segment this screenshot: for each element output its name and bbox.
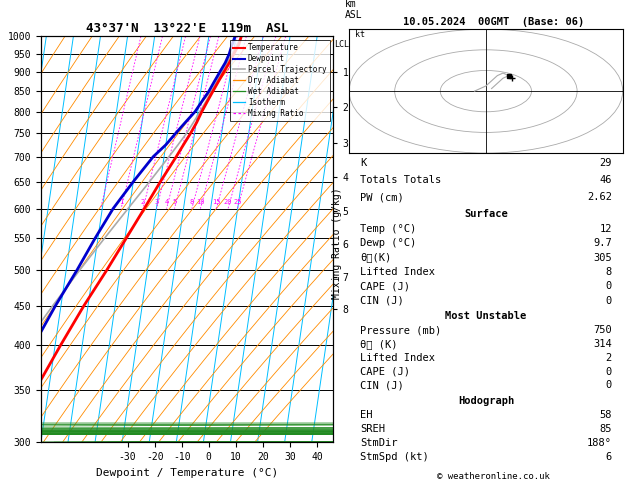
Text: Temp (°C): Temp (°C)	[360, 224, 416, 234]
Text: km
ASL: km ASL	[345, 0, 363, 20]
Text: Pressure (mb): Pressure (mb)	[360, 325, 442, 335]
Text: 0: 0	[606, 296, 612, 306]
Text: θᴇ (K): θᴇ (K)	[360, 339, 398, 349]
Text: EH: EH	[360, 410, 372, 420]
Text: 12: 12	[599, 224, 612, 234]
Text: StmSpd (kt): StmSpd (kt)	[360, 452, 429, 462]
Text: © weatheronline.co.uk: © weatheronline.co.uk	[437, 472, 550, 481]
Legend: Temperature, Dewpoint, Parcel Trajectory, Dry Adiabat, Wet Adiabat, Isotherm, Mi: Temperature, Dewpoint, Parcel Trajectory…	[230, 40, 330, 121]
Text: 0: 0	[606, 366, 612, 377]
Text: 9.7: 9.7	[593, 238, 612, 248]
Text: 188°: 188°	[587, 438, 612, 448]
Text: 58: 58	[599, 410, 612, 420]
Text: Lifted Index: Lifted Index	[360, 267, 435, 277]
Text: 2: 2	[606, 353, 612, 363]
Text: CIN (J): CIN (J)	[360, 381, 404, 390]
Text: Most Unstable: Most Unstable	[445, 312, 526, 321]
Text: 46: 46	[599, 175, 612, 185]
Text: 85: 85	[599, 424, 612, 434]
Text: 750: 750	[593, 325, 612, 335]
Text: Surface: Surface	[464, 209, 508, 219]
Text: 314: 314	[593, 339, 612, 349]
X-axis label: Dewpoint / Temperature (°C): Dewpoint / Temperature (°C)	[96, 468, 278, 478]
Text: CIN (J): CIN (J)	[360, 296, 404, 306]
Text: 8: 8	[190, 199, 194, 206]
Text: PW (cm): PW (cm)	[360, 192, 404, 202]
Text: 6: 6	[606, 452, 612, 462]
Text: CAPE (J): CAPE (J)	[360, 366, 410, 377]
Text: 5: 5	[172, 199, 177, 206]
Text: 0: 0	[606, 381, 612, 390]
Text: Totals Totals: Totals Totals	[360, 175, 442, 185]
Text: 4: 4	[164, 199, 169, 206]
Y-axis label: hPa: hPa	[0, 229, 2, 249]
Title: 43°37'N  13°22'E  119m  ASL: 43°37'N 13°22'E 119m ASL	[86, 22, 288, 35]
Text: LCL: LCL	[334, 40, 349, 50]
Text: 25: 25	[233, 199, 242, 206]
Text: K: K	[360, 158, 366, 168]
Text: Hodograph: Hodograph	[458, 396, 514, 406]
Text: 0: 0	[606, 281, 612, 292]
Text: 10: 10	[196, 199, 204, 206]
Text: StmDir: StmDir	[360, 438, 398, 448]
Text: 20: 20	[224, 199, 232, 206]
Text: 10.05.2024  00GMT  (Base: 06): 10.05.2024 00GMT (Base: 06)	[403, 17, 584, 27]
Text: 15: 15	[212, 199, 221, 206]
Text: 3: 3	[155, 199, 159, 206]
Text: kt: kt	[355, 30, 365, 39]
Text: SREH: SREH	[360, 424, 385, 434]
Text: 29: 29	[599, 158, 612, 168]
Text: 2.62: 2.62	[587, 192, 612, 202]
Text: Dewp (°C): Dewp (°C)	[360, 238, 416, 248]
Text: Lifted Index: Lifted Index	[360, 353, 435, 363]
Text: θᴇ(K): θᴇ(K)	[360, 253, 391, 262]
Text: Mixing Ratio (g/kg): Mixing Ratio (g/kg)	[331, 187, 342, 299]
Text: CAPE (J): CAPE (J)	[360, 281, 410, 292]
Text: 305: 305	[593, 253, 612, 262]
Text: 1: 1	[119, 199, 123, 206]
Text: 8: 8	[606, 267, 612, 277]
Text: 2: 2	[141, 199, 145, 206]
